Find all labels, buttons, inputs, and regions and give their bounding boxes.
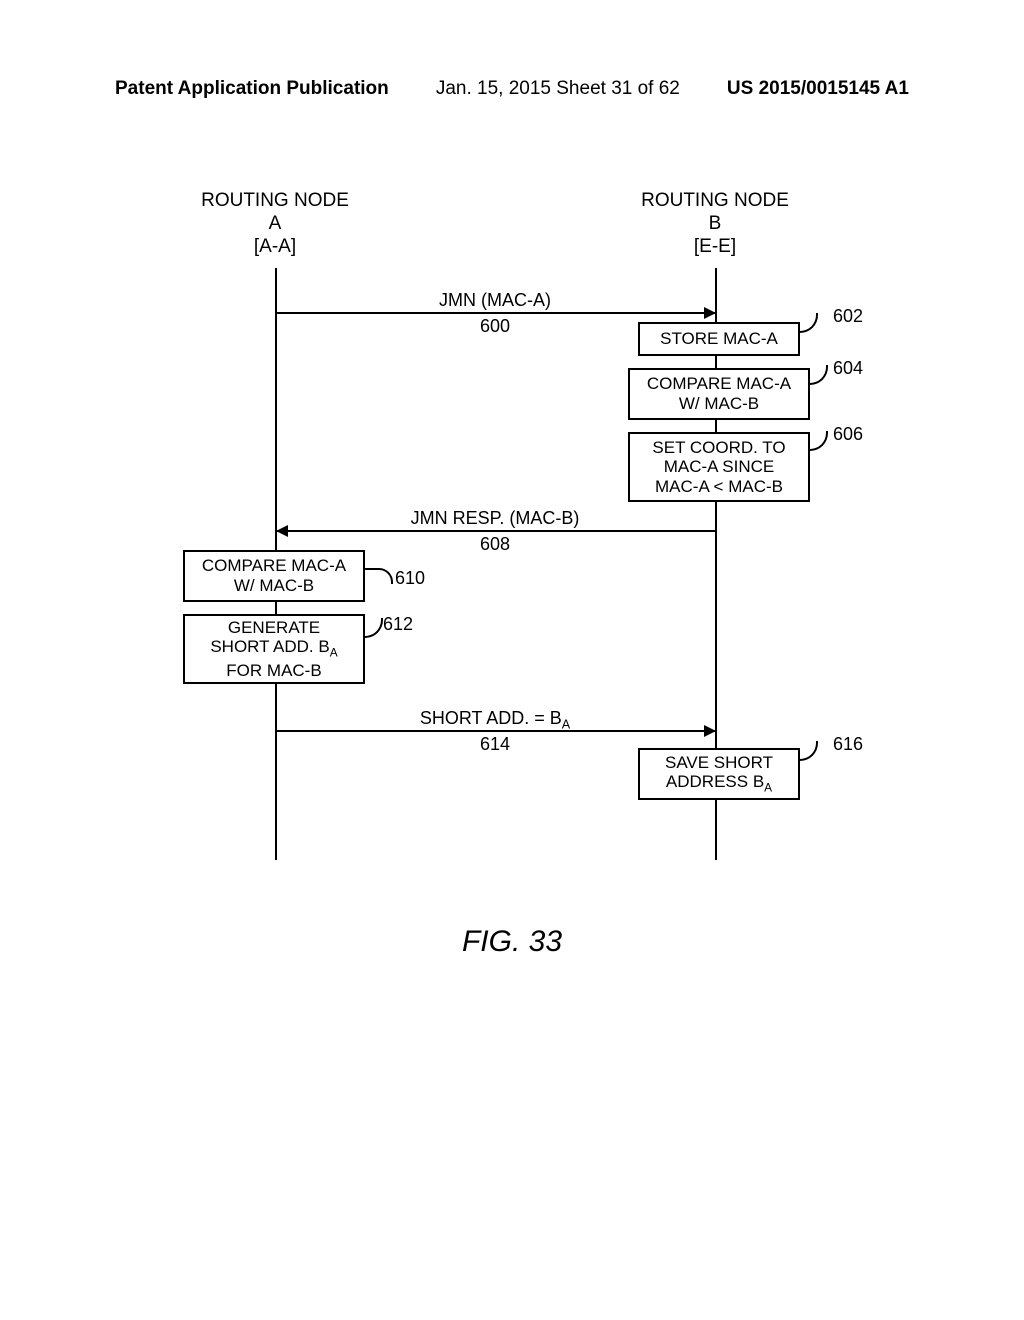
ref-connector-612 (363, 618, 383, 638)
ref-connector-606 (808, 431, 828, 451)
node-a-header: ROUTING NODE A [A-A] (195, 190, 355, 258)
connector-610-612 (275, 600, 277, 614)
box-612-line2: SHORT ADD. BA (210, 637, 337, 660)
box-compare-b: COMPARE MAC-A W/ MAC-B (628, 368, 810, 420)
connector-602-604 (715, 354, 717, 368)
node-a-title: ROUTING NODE (195, 190, 355, 213)
ref-604: 604 (833, 358, 863, 379)
node-b-range: [E-E] (635, 236, 795, 259)
header-center: Jan. 15, 2015 Sheet 31 of 62 (436, 78, 680, 100)
label-jmn-resp: JMN RESP. (MAC-B) (395, 508, 595, 529)
ref-connector-610 (363, 568, 393, 584)
ref-connector-616 (798, 741, 818, 761)
node-b-title: ROUTING NODE (635, 190, 795, 213)
page-header: Patent Application Publication Jan. 15, … (115, 78, 909, 100)
label-jmn: JMN (MAC-A) (415, 290, 575, 311)
ref-610: 610 (395, 568, 425, 589)
label-short-add: SHORT ADD. = BA (395, 708, 595, 732)
box-store-mac-a: STORE MAC-A (638, 322, 800, 356)
sequence-diagram: ROUTING NODE A [A-A] ROUTING NODE B [E-E… (115, 190, 909, 890)
arrow-jmn-resp (277, 530, 715, 532)
ref-614: 614 (415, 734, 575, 755)
node-a-range: [A-A] (195, 236, 355, 259)
box-616-line2: ADDRESS BA (666, 772, 772, 795)
box-save-short: SAVE SHORT ADDRESS BA (638, 748, 800, 800)
connector-604-606 (715, 418, 717, 432)
ref-600: 600 (415, 316, 575, 337)
header-left: Patent Application Publication (115, 78, 389, 100)
ref-612: 612 (383, 614, 413, 635)
ref-616: 616 (833, 734, 863, 755)
box-set-coord: SET COORD. TO MAC-A SINCE MAC-A < MAC-B (628, 432, 810, 502)
figure-caption: FIG. 33 (0, 925, 1024, 959)
ref-connector-604 (808, 365, 828, 385)
node-b-id: B (635, 213, 795, 236)
ref-608: 608 (415, 534, 575, 555)
ref-602: 602 (833, 306, 863, 327)
ref-606: 606 (833, 424, 863, 445)
box-compare-a: COMPARE MAC-A W/ MAC-B (183, 550, 365, 602)
header-right: US 2015/0015145 A1 (727, 78, 909, 100)
node-a-id: A (195, 213, 355, 236)
node-b-header: ROUTING NODE B [E-E] (635, 190, 795, 258)
box-generate: GENERATE SHORT ADD. BA FOR MAC-B (183, 614, 365, 684)
ref-connector-602 (798, 313, 818, 333)
arrow-jmn (277, 312, 715, 314)
